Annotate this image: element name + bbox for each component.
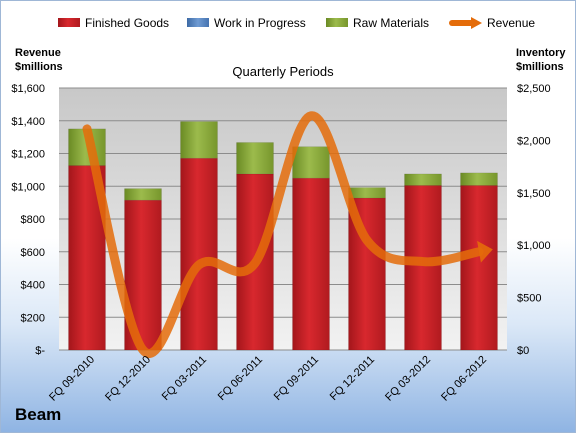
legend-label-finished-goods: Finished Goods bbox=[85, 16, 169, 30]
bar-raw-materials bbox=[292, 146, 330, 179]
right-axis-title-line1: Inventory bbox=[516, 47, 566, 59]
bar-raw-materials bbox=[124, 188, 162, 201]
legend: Finished Goods Work in Progress Raw Mate… bbox=[58, 16, 535, 30]
company-name: Beam bbox=[15, 405, 62, 424]
left-tick-label: $800 bbox=[21, 214, 45, 226]
x-tick-label: FQ 12-2010 bbox=[103, 354, 153, 404]
revenue-line-series bbox=[82, 111, 493, 358]
left-tick-label: $200 bbox=[21, 312, 45, 324]
legend-label-work-in-progress: Work in Progress bbox=[214, 16, 306, 30]
left-tick-label: $400 bbox=[21, 280, 45, 292]
right-tick-label: $0 bbox=[517, 345, 529, 357]
left-tick-label: $1,400 bbox=[11, 116, 45, 128]
bar-finished-goods bbox=[460, 185, 498, 351]
bar-finished-goods bbox=[180, 157, 218, 351]
right-tick-label: $500 bbox=[517, 293, 541, 305]
plot-title: Quarterly Periods bbox=[232, 64, 334, 79]
bar-raw-materials bbox=[236, 142, 274, 175]
left-tick-label: $1,000 bbox=[11, 181, 45, 193]
bar-finished-goods bbox=[292, 177, 330, 351]
left-tick-label: $600 bbox=[21, 247, 45, 259]
revenue-line bbox=[82, 111, 484, 358]
right-tick-label: $2,500 bbox=[517, 83, 551, 95]
legend-item-raw-materials: Raw Materials bbox=[326, 16, 429, 30]
left-axis-ticks: $- $200 $400 $600 $800 $1,000 $1,200 $1,400 $1,6… bbox=[11, 83, 45, 357]
x-tick-label: FQ 09-2010 bbox=[47, 354, 97, 404]
bar-raw-materials bbox=[180, 121, 218, 159]
legend-item-revenue: Revenue bbox=[449, 16, 535, 30]
legend-label-revenue: Revenue bbox=[487, 16, 535, 30]
x-axis-ticks: FQ 09-2010 FQ 12-2010 FQ 03-2011 FQ 06-2011… bbox=[47, 354, 489, 404]
left-axis-title-line1: Revenue bbox=[15, 47, 61, 59]
left-tick-label: $1,200 bbox=[11, 149, 45, 161]
left-axis-title-line2: $millions bbox=[15, 61, 63, 73]
bar-raw-materials bbox=[460, 172, 498, 186]
right-tick-label: $2,000 bbox=[517, 135, 551, 147]
legend-swatch-raw-materials bbox=[326, 18, 348, 27]
legend-label-raw-materials: Raw Materials bbox=[353, 16, 429, 30]
revenue-arrow-head bbox=[477, 240, 493, 263]
right-tick-label: $1,500 bbox=[517, 188, 551, 200]
legend-item-work-in-progress: Work in Progress bbox=[187, 16, 306, 30]
left-tick-label: $1,600 bbox=[11, 83, 45, 95]
right-axis-title-line2: $millions bbox=[516, 61, 564, 73]
x-tick-label: FQ 06-2011 bbox=[216, 354, 265, 403]
x-tick-label: FQ 03-2012 bbox=[383, 354, 433, 404]
legend-swatch-finished-goods bbox=[58, 18, 80, 27]
right-axis-ticks: $0 $500 $1,000 $1,500 $2,000 $2,500 bbox=[517, 83, 551, 357]
legend-item-finished-goods: Finished Goods bbox=[58, 16, 169, 30]
x-tick-label: FQ 12-2011 bbox=[328, 354, 377, 403]
legend-swatch-work-in-progress bbox=[187, 18, 209, 27]
bar-raw-materials bbox=[348, 187, 386, 199]
bar-raw-materials bbox=[404, 173, 442, 186]
bar-finished-goods bbox=[404, 185, 442, 351]
left-tick-label: $- bbox=[35, 345, 45, 357]
x-tick-label: FQ 06-2012 bbox=[439, 354, 489, 404]
x-tick-label: FQ 09-2011 bbox=[272, 354, 321, 403]
right-tick-label: $1,000 bbox=[517, 240, 551, 252]
x-tick-label: FQ 03-2011 bbox=[160, 354, 209, 403]
legend-arrow-revenue bbox=[471, 17, 482, 29]
